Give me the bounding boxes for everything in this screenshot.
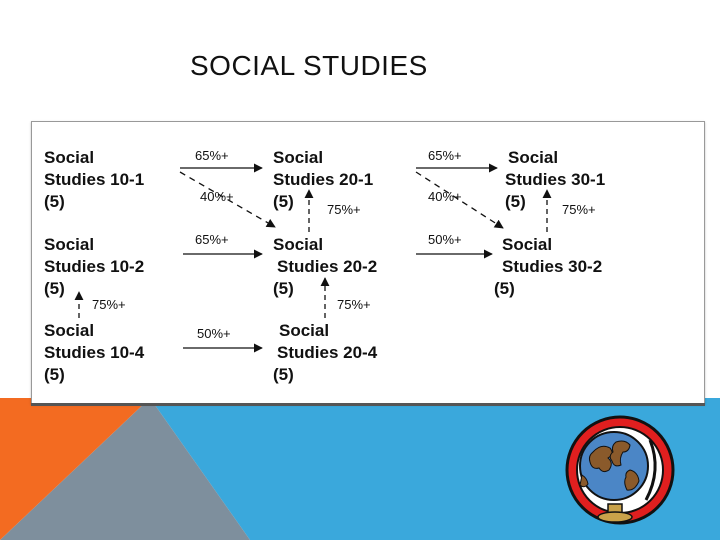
globe-icon (565, 415, 675, 525)
course-name-line2: Studies 10-1 (44, 170, 144, 189)
course-name-line2: Studies 20-4 (277, 343, 378, 362)
course-name-line2: Studies 10-2 (44, 257, 144, 276)
course-name-line2: Studies 30-1 (505, 170, 605, 189)
panel-bottom-edge (31, 403, 705, 406)
course-name-line2: Studies 10-4 (44, 343, 145, 362)
arrow-label: 65%+ (195, 232, 229, 247)
arrow-label: 65%+ (428, 148, 462, 163)
course-name-line1: Social (44, 321, 94, 340)
course-name-line2: Studies 20-2 (277, 257, 377, 276)
arrow-label: 50%+ (428, 232, 462, 247)
arrow-label: 75%+ (92, 297, 126, 312)
orange-background-shape (0, 398, 150, 540)
course-credits: (5) (273, 365, 294, 384)
course-ss10-2: Social Studies 10-2 (5) (44, 235, 144, 298)
course-name-line2: Studies 20-1 (273, 170, 373, 189)
course-name-line1: Social (502, 235, 552, 254)
course-credits: (5) (44, 365, 65, 384)
arrow-label: 75%+ (337, 297, 371, 312)
course-name-line1: Social (508, 148, 558, 167)
course-ss20-1: Social Studies 20-1 (5) (273, 148, 373, 211)
course-ss10-1: Social Studies 10-1 (5) (44, 148, 144, 211)
arrow-label: 75%+ (327, 202, 361, 217)
course-name-line1: Social (273, 148, 323, 167)
arrow-label: 65%+ (195, 148, 229, 163)
slide-title: SOCIAL STUDIES (190, 50, 428, 81)
course-ss30-2: Social Studies 30-2 (5) (494, 235, 602, 298)
course-name-line1: Social (273, 235, 323, 254)
course-credits: (5) (44, 192, 65, 211)
course-credits: (5) (44, 279, 65, 298)
arrow-label: 50%+ (197, 326, 231, 341)
course-ss10-4: Social Studies 10-4 (5) (44, 321, 145, 384)
course-credits: (5) (273, 192, 294, 211)
arrow-label: 75%+ (562, 202, 596, 217)
course-ss20-2: Social Studies 20-2 (5) (273, 235, 377, 298)
course-ss30-1: Social Studies 30-1 (5) (505, 148, 605, 211)
course-name-line1: Social (44, 235, 94, 254)
arrow-ss10-1-to-20-2 (179, 171, 276, 228)
course-name-line1: Social (44, 148, 94, 167)
pathway-panel (31, 121, 705, 404)
course-ss20-4: Social Studies 20-4 (5) (273, 321, 378, 384)
arrow-label: 40%+ (200, 189, 234, 204)
course-name-line1: Social (279, 321, 329, 340)
course-name-line2: Studies 30-2 (502, 257, 602, 276)
course-credits: (5) (494, 279, 515, 298)
course-credits: (5) (273, 279, 294, 298)
course-credits: (5) (505, 192, 526, 211)
blue-background-shape (150, 398, 720, 540)
grey-background-shape (0, 398, 250, 540)
arrow-label: 40%+ (428, 189, 462, 204)
